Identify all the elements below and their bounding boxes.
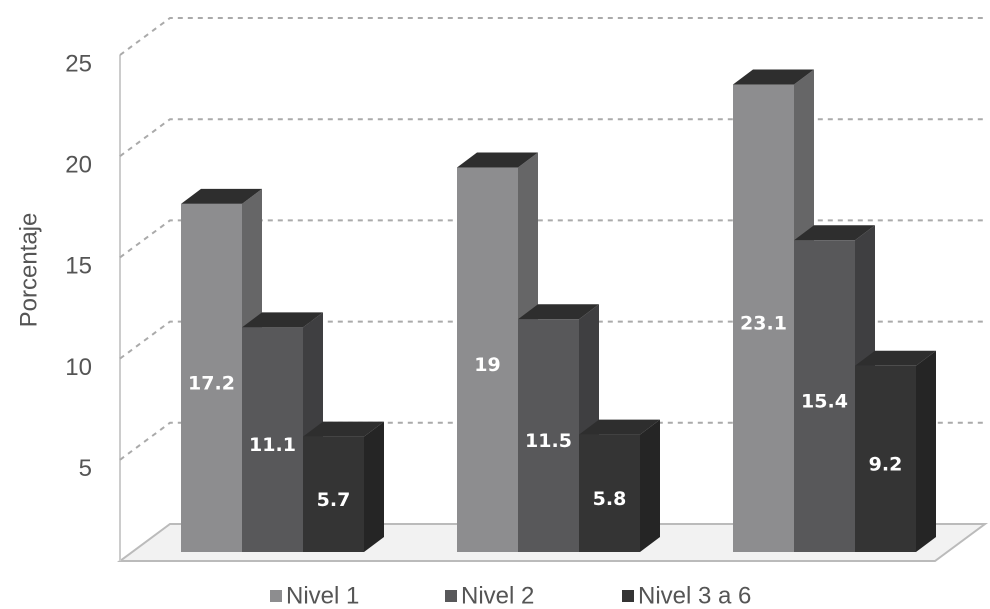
bar-top <box>303 421 384 437</box>
y-tick-label: 20 <box>65 152 92 179</box>
legend-swatch <box>270 590 282 602</box>
bar-top <box>242 312 323 328</box>
bar-side <box>640 419 660 552</box>
bar-top <box>855 350 936 366</box>
data-label: 5.8 <box>593 488 627 510</box>
data-label: 17.2 <box>188 372 235 394</box>
bar-top <box>579 419 660 435</box>
data-label: 19 <box>474 354 500 376</box>
grid-line <box>119 219 985 259</box>
legend-label: Nivel 3 a 6 <box>638 582 751 609</box>
y-tick-label: 5 <box>79 455 92 482</box>
bar <box>794 240 855 552</box>
y-tick-label: 10 <box>65 354 92 381</box>
grid-line <box>119 320 985 360</box>
data-label: 11.5 <box>525 430 572 452</box>
bar <box>733 84 794 553</box>
bar-top <box>794 225 875 241</box>
legend-label: Nivel 1 <box>286 582 359 609</box>
bar-top <box>518 304 599 320</box>
bar <box>181 203 242 552</box>
bar-top <box>181 188 262 204</box>
y-axis-label: Porcentaje <box>15 213 42 328</box>
bar <box>242 327 303 552</box>
grid-line <box>119 421 985 461</box>
bar <box>579 434 640 552</box>
y-tick-label: 25 <box>65 50 92 77</box>
legend-label: Nivel 2 <box>461 582 534 609</box>
bar-top <box>457 152 538 168</box>
data-label: 15.4 <box>801 391 848 413</box>
grid-line <box>119 118 985 158</box>
bar <box>855 365 916 552</box>
y-tick-label: 15 <box>65 253 92 280</box>
legend-swatch <box>445 590 457 602</box>
legend-swatch <box>622 590 634 602</box>
bar <box>303 436 364 552</box>
grid-line <box>119 17 985 56</box>
bar-top <box>733 69 814 85</box>
data-label: 5.7 <box>317 489 351 511</box>
bar-side <box>916 350 936 552</box>
data-label: 9.2 <box>869 453 903 475</box>
bar <box>518 319 579 552</box>
bar-side <box>364 421 384 552</box>
data-label: 11.1 <box>249 434 296 456</box>
bar <box>457 167 518 552</box>
data-label: 23.1 <box>740 313 787 335</box>
